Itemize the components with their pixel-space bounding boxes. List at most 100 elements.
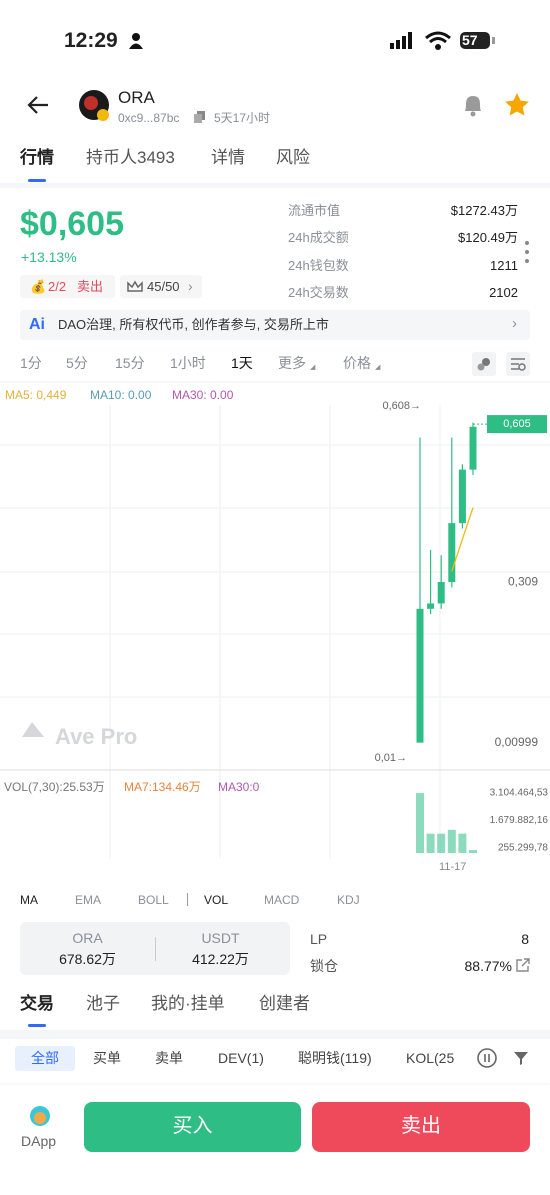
tool-icon (477, 358, 490, 371)
candle-body (416, 608, 424, 743)
candle-body (427, 603, 435, 609)
dapp-label: DApp (21, 1133, 57, 1149)
indicator[interactable]: KDJ (337, 893, 360, 907)
pool-label: LP (310, 931, 328, 947)
indicator[interactable]: MA (20, 893, 38, 907)
divider (0, 1030, 550, 1039)
ma5-line (451, 507, 474, 572)
volume-bar (416, 793, 424, 853)
buy-label: 买入 (172, 1115, 213, 1137)
filter-active-bg (15, 1046, 75, 1071)
bag-icon: 💰 (30, 279, 47, 294)
clock: 12:29 (64, 29, 118, 52)
ai-tags: DAO治理, 所有权代币, 创作者参与, 交易所上市 (58, 317, 329, 332)
token-amount: 678.62万 (59, 951, 116, 967)
kline-chart: Ave Pro VOL(7,30):25.53万 MA7:134.46万 MA3… (0, 381, 550, 873)
vol-tick-label: 1.679.882,16 (490, 815, 549, 826)
filter-active[interactable]: 全部 (31, 1050, 59, 1066)
volume-bar (437, 833, 446, 853)
y-tick-label: 0,309 (508, 575, 538, 589)
ma30-legend: MA30: 0.00 (172, 388, 234, 402)
stat-value: 2102 (489, 285, 518, 300)
sell-label: 卖出 (77, 279, 104, 294)
ma5-legend: MA5: 0,449 (5, 388, 67, 402)
candle-body (448, 523, 456, 583)
grid (0, 381, 550, 858)
price: $0,605 (20, 205, 124, 243)
trade-tab-active[interactable]: 交易 (20, 994, 54, 1013)
more-menu[interactable] (524, 240, 530, 264)
back-button[interactable] (26, 95, 50, 115)
indicator[interactable]: EMA (75, 893, 102, 907)
pause-icon[interactable] (476, 1047, 498, 1069)
stat-value: 1211 (490, 258, 518, 273)
buy-button[interactable] (84, 1102, 301, 1152)
tab[interactable]: 风险 (276, 148, 310, 167)
price-mode[interactable]: 价格 (343, 355, 371, 371)
pool-value: 88.77% (464, 958, 512, 974)
token-label: USDT (201, 930, 240, 946)
vol-tick-label: 255.299,78 (498, 843, 548, 854)
filter[interactable]: DEV(1) (218, 1050, 264, 1066)
alert-bell[interactable] (460, 92, 486, 118)
filter[interactable]: 聪明钱(119) (298, 1050, 372, 1066)
trade-tab[interactable]: 我的·挂单 (151, 994, 225, 1013)
indicator[interactable]: VOL (204, 893, 229, 907)
x-label: 11-17 (439, 861, 466, 873)
sell-button[interactable] (312, 1102, 530, 1152)
interval[interactable]: 1分 (20, 355, 42, 371)
trade-tab[interactable]: 创建者 (259, 994, 310, 1013)
stat-value: $1272.43万 (450, 203, 518, 218)
price-change: +13.13% (21, 249, 77, 265)
candle-body (469, 426, 477, 470)
interval[interactable]: 5分 (66, 355, 88, 371)
tab-underline (28, 1024, 46, 1027)
external-link[interactable] (516, 958, 530, 972)
favorite-star[interactable] (504, 92, 530, 118)
sell-label: 卖出 (401, 1115, 441, 1137)
stat-label: 流通市值 (288, 203, 341, 218)
token-avatar (79, 90, 109, 121)
filter-clip: KOL(25 (406, 1048, 458, 1068)
volume-bar (469, 850, 477, 853)
candle-body (458, 469, 466, 524)
filter-icon[interactable] (513, 1050, 529, 1066)
filter[interactable]: KOL(25 (406, 1050, 455, 1066)
low-annotation: 0,01→ (375, 752, 407, 764)
sell-badge[interactable] (20, 275, 115, 298)
status-icons (390, 31, 495, 50)
battery-level: 57 (462, 32, 478, 48)
indicator[interactable]: BOLL (138, 893, 169, 907)
separator (187, 893, 188, 906)
stat-label: 24h交易数 (288, 285, 349, 300)
dapp-icon[interactable] (29, 1105, 51, 1127)
tab[interactable]: 持币人3493 (86, 148, 175, 167)
filter[interactable]: 买单 (93, 1050, 121, 1066)
copy-icon[interactable] (194, 111, 206, 123)
person-icon (129, 33, 143, 49)
crown-icon (127, 280, 143, 292)
chevron: › (512, 315, 517, 332)
vol-ma30: MA30:0 (218, 780, 260, 794)
ai-tag-bar[interactable] (20, 310, 530, 340)
volume-bar (426, 833, 435, 853)
vol-ma7: MA7:134.46万 (124, 780, 201, 794)
tab[interactable]: 详情 (211, 148, 245, 167)
rank-badge[interactable] (120, 275, 202, 298)
watermark-logo (22, 722, 44, 737)
interval-active[interactable]: 1天 (231, 355, 253, 371)
trade-tab[interactable]: 池子 (86, 994, 120, 1013)
dropdown-mark: ◢ (310, 364, 316, 371)
tab-active[interactable]: 行情 (20, 148, 54, 167)
interval[interactable]: 1小时 (170, 355, 206, 371)
ai-icon: Ai (29, 316, 45, 333)
ma10-legend: MA10: 0.00 (90, 388, 152, 402)
stat-label: 24h钱包数 (288, 258, 349, 273)
sell-count: 2/2 (48, 279, 67, 294)
token-label: ORA (72, 930, 103, 946)
filter[interactable]: 卖单 (155, 1050, 183, 1066)
indicator[interactable]: MACD (264, 893, 300, 907)
interval-more[interactable]: 更多 (278, 355, 306, 371)
interval[interactable]: 15分 (115, 355, 145, 371)
